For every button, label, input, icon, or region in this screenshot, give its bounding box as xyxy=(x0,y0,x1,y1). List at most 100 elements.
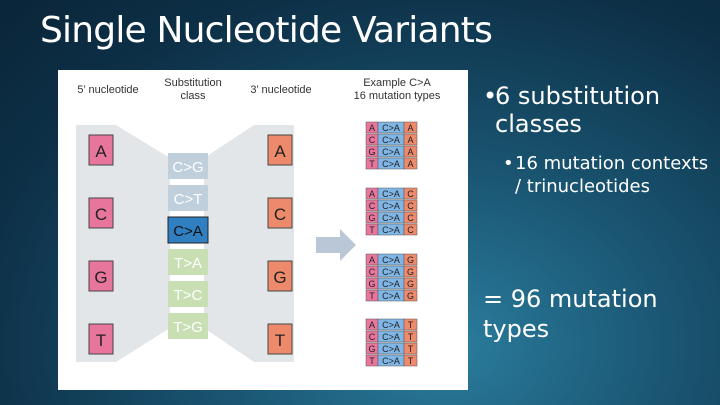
trinuc-5prime-label: T xyxy=(369,225,375,235)
trinuc-center-label: C>A xyxy=(382,135,400,145)
bullet-text: 16 mutation contexts / trinucleotides xyxy=(515,153,709,197)
trinuc-3prime-cell xyxy=(403,121,418,134)
trinuc-3prime-cell xyxy=(403,133,418,146)
snv-figure: 5’ nucleotide Substitution class 3’ nucl… xyxy=(58,70,468,390)
substitution-class-box xyxy=(168,153,208,179)
substitution-class-box xyxy=(168,185,208,211)
substitution-class-label: T>C xyxy=(174,287,203,304)
substitution-class-label: T>G xyxy=(173,319,203,336)
trinuc-3prime-label: A xyxy=(407,147,413,157)
trinuc-3prime-label: C xyxy=(407,213,414,223)
trinuc-5prime-label: T xyxy=(369,356,375,366)
trinuc-center-label: C>A xyxy=(382,147,400,157)
header-example-line2: 16 mutation types xyxy=(353,90,441,102)
nucleotide-5prime-label: C xyxy=(95,205,107,224)
trinuc-5prime-label: A xyxy=(369,255,375,265)
nucleotide-3prime-label: G xyxy=(273,268,286,287)
trinuc-3prime-label: C xyxy=(407,189,414,199)
trinuc-3prime-label: G xyxy=(407,267,414,277)
substitution-class-label: T>A xyxy=(174,255,202,272)
arrow-icon xyxy=(316,229,356,261)
trinuc-center-label: C>A xyxy=(382,189,400,199)
substitution-class-box xyxy=(167,216,209,244)
nucleotide-3prime-box xyxy=(267,197,293,229)
nucleotide-3prime-box xyxy=(267,323,293,355)
bullet-substitution-classes: • 6 substitution classes xyxy=(483,82,713,138)
nucleotide-3prime-label: T xyxy=(275,331,285,350)
trinuc-3prime-label: A xyxy=(407,135,413,145)
trinuc-3prime-cell xyxy=(403,354,418,367)
trinuc-5prime-label: C xyxy=(369,201,376,211)
substitution-class-box xyxy=(168,313,208,339)
trinuc-5prime-label: G xyxy=(368,213,375,223)
trinuc-5prime-label: C xyxy=(369,267,376,277)
trinuc-3prime-label: G xyxy=(407,279,414,289)
nucleotide-5prime-box xyxy=(88,323,114,355)
bullet-dot: • xyxy=(503,153,514,174)
header-substitution-line1: Substitution xyxy=(164,77,222,89)
header-example-line1: Example C>A xyxy=(363,77,431,89)
trinuc-3prime-cell xyxy=(403,318,418,331)
bullet-dot: • xyxy=(483,82,498,110)
trinuc-center-label: C>A xyxy=(382,291,400,301)
trinuc-center-label: C>A xyxy=(382,159,400,169)
trinuc-3prime-cell xyxy=(403,342,418,355)
trinuc-5prime-label: A xyxy=(369,189,375,199)
trinuc-3prime-cell xyxy=(403,277,418,290)
bullet-mutation-contexts: • 16 mutation contexts / trinucleotides xyxy=(503,152,713,198)
trinuc-3prime-label: G xyxy=(407,291,414,301)
header-substitution-line2: class xyxy=(180,90,206,102)
trinuc-3prime-cell xyxy=(403,223,418,236)
nucleotide-3prime-label: A xyxy=(274,142,286,161)
trinuc-3prime-cell xyxy=(403,187,418,200)
header-3prime: 3’ nucleotide xyxy=(250,84,312,96)
trinuc-center-label: C>A xyxy=(382,225,400,235)
trinuc-center-label: C>A xyxy=(382,332,400,342)
trinuc-3prime-label: T xyxy=(408,344,414,354)
substitution-class-box xyxy=(168,281,208,307)
trinuc-3prime-label: G xyxy=(407,255,414,265)
trinuc-3prime-label: T xyxy=(408,332,414,342)
nucleotide-5prime-label: G xyxy=(94,268,107,287)
nucleotide-5prime-box xyxy=(88,260,114,292)
trinuc-5prime-label: C xyxy=(369,332,376,342)
trinuc-3prime-cell xyxy=(403,199,418,212)
trinuc-3prime-cell xyxy=(403,253,418,266)
trinuc-center-label: C>A xyxy=(382,123,400,133)
left-funnel xyxy=(76,125,170,362)
trinuc-center-label: C>A xyxy=(382,320,400,330)
header-substitution-class: Substitution class xyxy=(153,77,233,103)
trinuc-center-label: C>A xyxy=(382,255,400,265)
trinuc-5prime-label: A xyxy=(369,123,375,133)
nucleotide-5prime-label: T xyxy=(96,331,106,350)
trinuc-3prime-cell xyxy=(403,145,418,158)
trinuc-5prime-label: G xyxy=(368,279,375,289)
substitution-class-label: C>A xyxy=(173,223,203,240)
trinuc-center-label: C>A xyxy=(382,201,400,211)
trinuc-5prime-label: G xyxy=(368,147,375,157)
trinuc-center-label: C>A xyxy=(382,267,400,277)
trinuc-3prime-label: A xyxy=(407,159,413,169)
right-funnel xyxy=(204,125,294,362)
slide-title: Single Nucleotide Variants xyxy=(40,10,493,51)
trinuc-3prime-cell xyxy=(403,265,418,278)
trinuc-3prime-cell xyxy=(403,211,418,224)
trinuc-3prime-label: A xyxy=(407,123,413,133)
trinuc-5prime-label: T xyxy=(369,291,375,301)
nucleotide-3prime-box xyxy=(267,134,293,166)
trinuc-3prime-label: C xyxy=(407,225,414,235)
header-example: Example C>A 16 mutation types xyxy=(342,77,452,103)
nucleotide-3prime-box xyxy=(267,260,293,292)
nucleotide-5prime-box xyxy=(88,197,114,229)
summary-mutation-types: = 96 mutation types xyxy=(483,285,658,343)
trinuc-center-label: C>A xyxy=(382,344,400,354)
nucleotide-5prime-box xyxy=(88,134,114,166)
trinuc-5prime-label: G xyxy=(368,344,375,354)
trinuc-center-label: C>A xyxy=(382,213,400,223)
trinuc-3prime-cell xyxy=(403,157,418,170)
trinuc-5prime-label: A xyxy=(369,320,375,330)
trinuc-3prime-label: T xyxy=(408,320,414,330)
header-5prime: 5’ nucleotide xyxy=(77,84,139,96)
trinuc-center-label: C>A xyxy=(382,356,400,366)
